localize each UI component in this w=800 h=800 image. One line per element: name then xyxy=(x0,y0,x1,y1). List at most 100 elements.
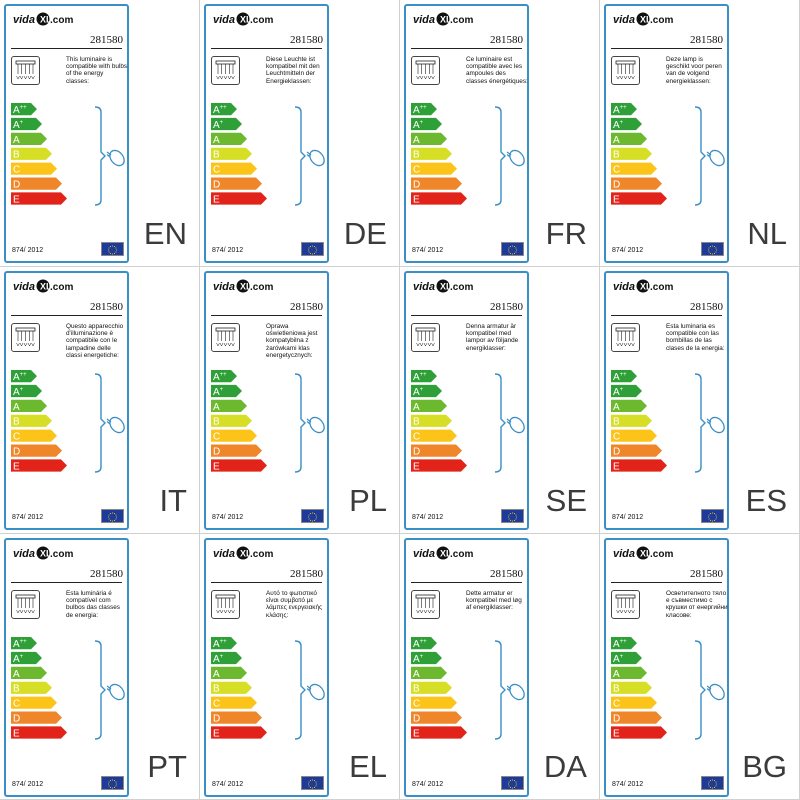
class-bar-6 xyxy=(11,726,67,739)
header-divider xyxy=(211,315,322,316)
class-bar-3 xyxy=(11,147,52,160)
class-bar-1 xyxy=(611,117,642,131)
brand-logo: vida XL .com xyxy=(612,544,682,562)
class-bar-4 xyxy=(11,696,57,709)
svg-text:XL: XL xyxy=(640,15,652,25)
svg-text:vida: vida xyxy=(13,281,35,293)
class-bar-1 xyxy=(211,117,242,131)
class-bar-3 xyxy=(11,414,52,427)
regulation-number: 874/ 2012 xyxy=(612,247,644,254)
compatibility-text: Dette armatur er kompatibel med løg af e… xyxy=(466,590,522,612)
energy-label-card: vida XL .com 281580 Diese Leuchte ist kompat… xyxy=(204,4,329,263)
brand-logo: vida XL .com xyxy=(12,10,82,28)
energy-label-card: vida XL .com 281580 Ce luminaire est compati… xyxy=(404,4,529,263)
article-number: 281580 xyxy=(490,34,523,46)
article-number: 281580 xyxy=(90,301,123,313)
class-label-2: A xyxy=(413,135,420,146)
class-label-6: E xyxy=(413,461,420,472)
compatibility-bracket-bulb-icon xyxy=(293,106,329,211)
class-bar-6 xyxy=(11,192,67,205)
compatibility-bracket-bulb-icon xyxy=(293,640,329,745)
brand-logo: vida XL .com xyxy=(412,10,482,28)
class-bar-5 xyxy=(611,711,662,724)
energy-class-scale: A++ A+ A B C D E xyxy=(11,370,101,475)
luminaire-icon xyxy=(411,56,440,85)
eu-flag-icon xyxy=(101,242,124,256)
class-bar-6 xyxy=(211,459,267,472)
svg-text:vida: vida xyxy=(413,14,435,26)
class-label-1: A+ xyxy=(613,120,624,131)
compatibility-bracket-bulb-icon xyxy=(693,640,729,745)
class-label-3: B xyxy=(413,150,420,161)
class-bar-0 xyxy=(611,637,637,650)
class-bar-3 xyxy=(211,147,252,160)
label-cell-el: vida XL .com 281580 Αυτό το φωτιστικό είναι … xyxy=(200,534,400,800)
class-label-1: A+ xyxy=(213,387,224,398)
language-code: PT xyxy=(147,749,187,784)
compatibility-text: Deze lamp is geschikt voor peren van de … xyxy=(666,56,722,85)
class-bar-3 xyxy=(411,414,452,427)
class-bar-5 xyxy=(211,444,262,457)
class-label-3: B xyxy=(613,150,620,161)
class-bar-5 xyxy=(211,177,262,190)
luminaire-icon xyxy=(611,590,640,619)
language-code: IT xyxy=(159,483,187,518)
class-bar-1 xyxy=(411,651,442,665)
class-label-5: D xyxy=(213,180,220,191)
class-bar-2 xyxy=(611,132,647,145)
class-label-0: A++ xyxy=(213,372,227,383)
svg-text:vida: vida xyxy=(13,548,35,560)
class-bar-1 xyxy=(11,117,42,131)
svg-text:vida: vida xyxy=(613,281,635,293)
class-label-5: D xyxy=(613,714,620,725)
header-divider xyxy=(611,48,722,49)
regulation-number: 874/ 2012 xyxy=(212,247,244,254)
class-label-2: A xyxy=(213,669,220,680)
class-bar-4 xyxy=(611,162,657,175)
class-label-4: C xyxy=(213,699,220,710)
class-label-1: A+ xyxy=(413,654,424,665)
compatibility-text: Ce luminaire est compatible avec les amp… xyxy=(466,56,528,85)
class-bar-2 xyxy=(11,399,47,412)
class-label-4: C xyxy=(213,165,220,176)
label-cell-bg: vida XL .com 281580 Осветителното тяло е съв… xyxy=(600,534,800,800)
class-label-4: C xyxy=(13,165,20,176)
class-label-5: D xyxy=(613,447,620,458)
class-label-0: A++ xyxy=(13,105,27,116)
class-bar-3 xyxy=(411,147,452,160)
class-label-2: A xyxy=(213,402,220,413)
compatibility-bracket-bulb-icon xyxy=(93,106,129,211)
label-cell-de: vida XL .com 281580 Diese Leuchte ist kompat… xyxy=(200,0,400,267)
class-bar-5 xyxy=(611,177,662,190)
language-code: SE xyxy=(545,483,587,518)
energy-class-scale: A++ A+ A B C D E xyxy=(211,103,301,208)
class-label-6: E xyxy=(13,728,20,739)
article-number: 281580 xyxy=(690,568,723,580)
svg-text:.com: .com xyxy=(650,549,673,560)
class-bar-6 xyxy=(411,192,467,205)
svg-text:XL: XL xyxy=(240,282,252,292)
class-bar-6 xyxy=(611,459,667,472)
luminaire-icon xyxy=(411,323,440,352)
compatibility-bracket-bulb-icon xyxy=(693,373,729,478)
header-divider xyxy=(411,315,522,316)
article-number: 281580 xyxy=(90,568,123,580)
class-bar-2 xyxy=(211,666,247,679)
energy-class-scale: A++ A+ A B C D E xyxy=(611,637,701,742)
class-bar-0 xyxy=(411,637,437,650)
class-bar-0 xyxy=(11,370,37,383)
label-cell-pt: vida XL .com 281580 Esta luminária é compatí… xyxy=(0,534,200,800)
class-label-2: A xyxy=(613,669,620,680)
class-label-3: B xyxy=(413,684,420,695)
class-label-4: C xyxy=(213,432,220,443)
compatibility-text: Diese Leuchte ist kompatibel mit den Leu… xyxy=(266,56,320,85)
class-label-5: D xyxy=(13,180,20,191)
article-number: 281580 xyxy=(490,301,523,313)
class-bar-5 xyxy=(411,444,462,457)
energy-label-card: vida XL .com 281580 Αυτό το φωτιστικό είναι … xyxy=(204,538,329,797)
svg-text:XL: XL xyxy=(40,549,52,559)
svg-text:vida: vida xyxy=(213,548,235,560)
class-bar-5 xyxy=(211,711,262,724)
class-label-2: A xyxy=(413,402,420,413)
